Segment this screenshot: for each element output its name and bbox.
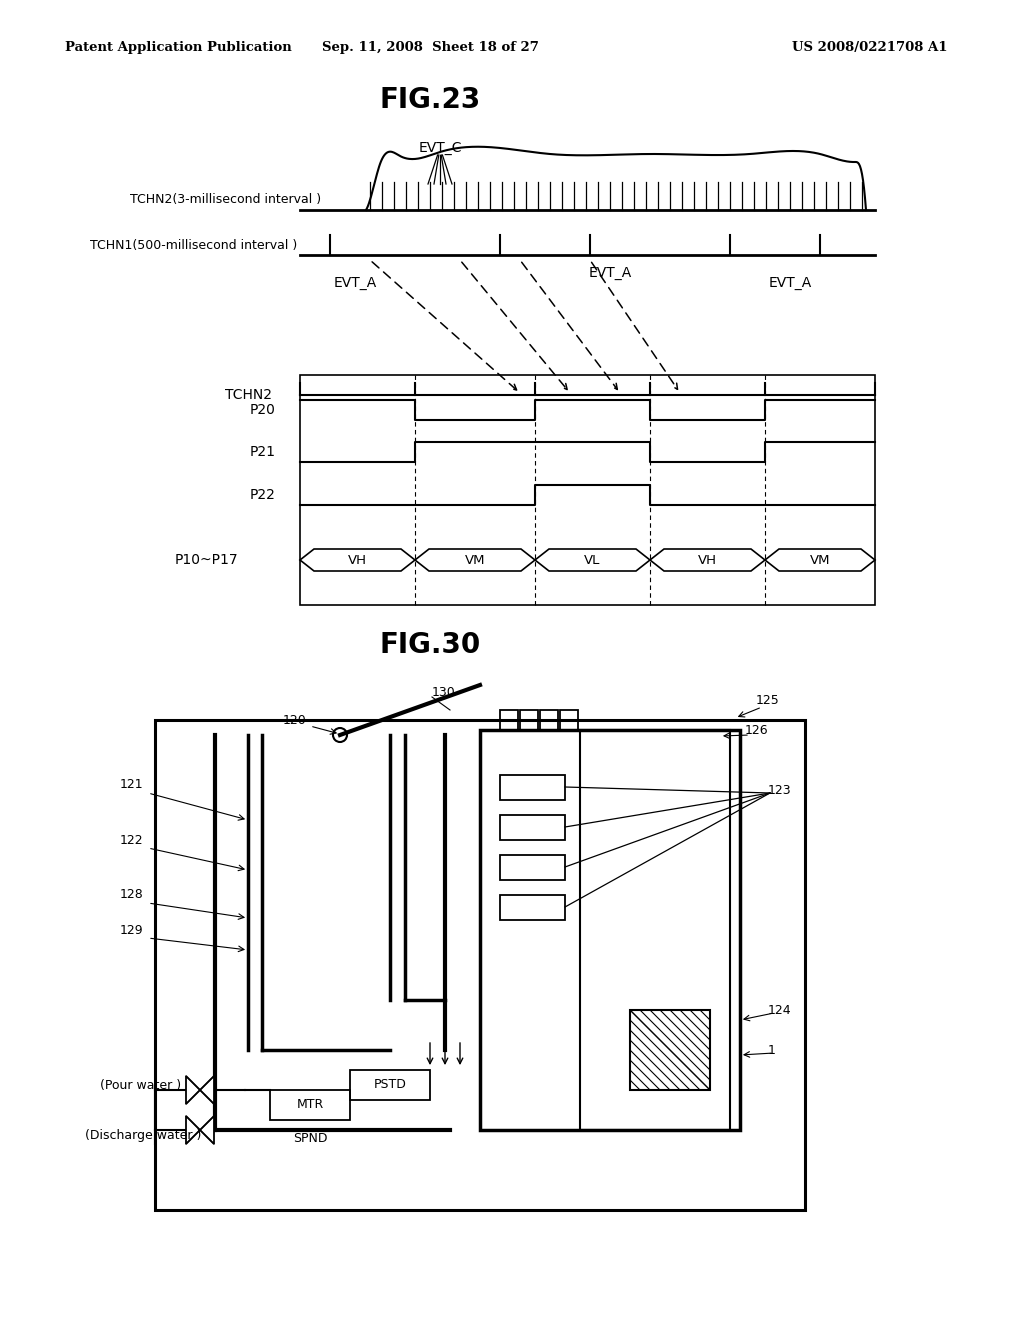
- Text: TCHN2(3-millisecond interval ): TCHN2(3-millisecond interval ): [130, 194, 322, 206]
- Polygon shape: [200, 1115, 214, 1144]
- Text: (Pour water ): (Pour water ): [100, 1078, 181, 1092]
- Bar: [270, 1090, 350, 1119]
- Text: 123: 123: [768, 784, 792, 796]
- Text: Sep. 11, 2008  Sheet 18 of 27: Sep. 11, 2008 Sheet 18 of 27: [322, 41, 539, 54]
- Text: EVT_C: EVT_C: [418, 141, 462, 154]
- Bar: [480, 730, 740, 1130]
- Text: 125: 125: [756, 693, 779, 706]
- Polygon shape: [186, 1115, 200, 1144]
- Text: P21: P21: [250, 445, 276, 459]
- Bar: [630, 1010, 710, 1090]
- Bar: [500, 855, 565, 880]
- Text: 124: 124: [768, 1003, 792, 1016]
- Text: EVT_A: EVT_A: [768, 276, 812, 290]
- Text: FIG.30: FIG.30: [379, 631, 480, 659]
- Text: FIG.23: FIG.23: [379, 86, 480, 114]
- Text: 1: 1: [768, 1044, 776, 1056]
- Bar: [155, 719, 805, 1210]
- Bar: [350, 1071, 430, 1100]
- Text: EVT_A: EVT_A: [334, 276, 377, 290]
- Bar: [500, 710, 518, 730]
- Text: 120: 120: [283, 714, 307, 726]
- Text: 121: 121: [120, 779, 143, 792]
- Text: Patent Application Publication: Patent Application Publication: [65, 41, 292, 54]
- Text: PSTD: PSTD: [374, 1078, 407, 1092]
- Text: VH: VH: [348, 553, 367, 566]
- Text: US 2008/0221708 A1: US 2008/0221708 A1: [793, 41, 948, 54]
- Text: 130: 130: [432, 686, 456, 700]
- Text: TCHN2: TCHN2: [225, 388, 272, 403]
- Text: 129: 129: [120, 924, 143, 936]
- Bar: [540, 710, 558, 730]
- Bar: [300, 375, 874, 605]
- Bar: [500, 895, 565, 920]
- Bar: [560, 710, 578, 730]
- Text: 128: 128: [120, 888, 143, 902]
- Text: VH: VH: [698, 553, 717, 566]
- Text: 126: 126: [745, 723, 769, 737]
- Text: P10~P17: P10~P17: [175, 553, 239, 568]
- Bar: [520, 710, 538, 730]
- Text: 122: 122: [120, 833, 143, 846]
- Text: VL: VL: [585, 553, 601, 566]
- Text: VM: VM: [465, 553, 485, 566]
- Polygon shape: [200, 1076, 214, 1104]
- Bar: [500, 814, 565, 840]
- Text: (Discharge water ): (Discharge water ): [85, 1129, 202, 1142]
- Polygon shape: [186, 1076, 200, 1104]
- Text: SPND: SPND: [293, 1131, 328, 1144]
- Text: VM: VM: [810, 553, 830, 566]
- Bar: [500, 775, 565, 800]
- Bar: [580, 730, 730, 1130]
- Text: EVT_A: EVT_A: [589, 267, 632, 280]
- Text: MTR: MTR: [296, 1098, 324, 1111]
- Text: P22: P22: [250, 488, 275, 502]
- Text: TCHN1(500-millisecond interval ): TCHN1(500-millisecond interval ): [90, 239, 297, 252]
- Text: P20: P20: [250, 403, 275, 417]
